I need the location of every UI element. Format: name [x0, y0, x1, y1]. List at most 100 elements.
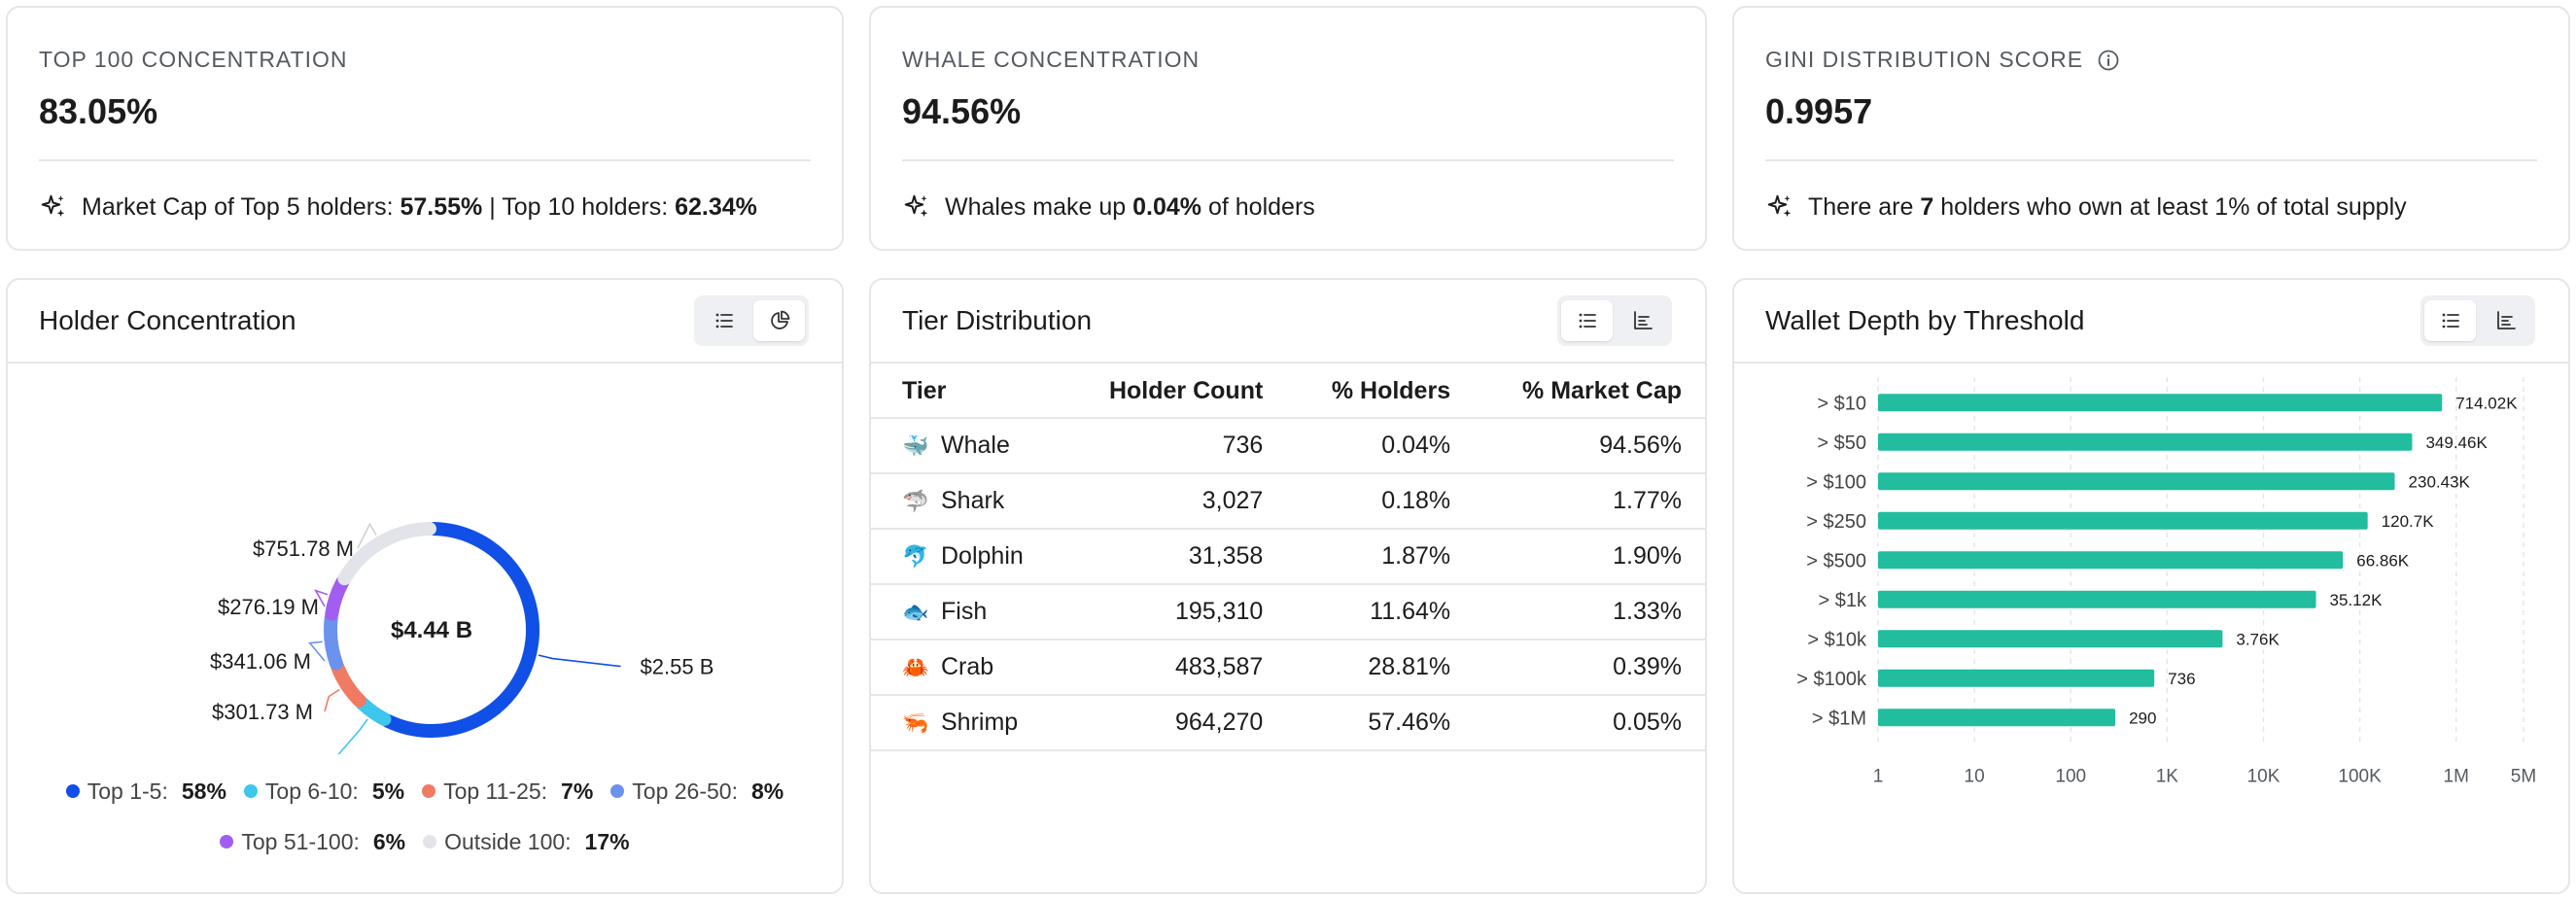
pct-holders-cell: 0.18% — [1286, 473, 1475, 530]
leader-line — [337, 718, 368, 754]
bar[interactable] — [1878, 590, 2316, 608]
y-category-label: > $50 — [1817, 433, 1866, 454]
y-category-label: > $100 — [1806, 471, 1866, 493]
legend-swatch — [422, 784, 436, 798]
legend-item[interactable]: Outside 100: 17% — [423, 816, 630, 867]
donut-slice[interactable] — [381, 522, 540, 738]
bar-value-label: 736 — [2168, 670, 2195, 688]
holder-count-cell: 3,027 — [1061, 473, 1287, 530]
panel-header: Tier Distribution — [871, 280, 1705, 363]
legend-item[interactable]: Top 51-100: 6% — [220, 816, 405, 867]
insight-text: Whales make up — [945, 192, 1133, 221]
table-row: 🐟 Fish 195,310 11.64% 1.33% — [871, 584, 1705, 640]
pct-holders-cell: 1.87% — [1286, 529, 1475, 585]
legend-swatch — [423, 835, 437, 848]
x-tick-label: 10K — [2247, 767, 2280, 787]
table-row: 🦐 Shrimp 964,270 57.46% 0.05% — [871, 695, 1705, 751]
bar[interactable] — [1878, 433, 2413, 451]
holder-count-cell: 195,310 — [1061, 584, 1287, 640]
pct-market-cap-cell: 1.90% — [1474, 529, 1705, 585]
insight-value: 0.04% — [1132, 192, 1202, 221]
leader-line — [538, 654, 621, 668]
x-tick-label: 1M — [2444, 767, 2469, 787]
legend-item[interactable]: Top 6-10: 5% — [243, 766, 404, 816]
list-icon — [1579, 313, 1596, 329]
tier-shark-icon: 🦈 — [902, 488, 929, 513]
legend-value: 6% — [372, 829, 406, 854]
tier-cell: 🐬 Dolphin — [871, 529, 1062, 585]
donut-slice[interactable] — [355, 696, 392, 726]
insight-text: There are — [1808, 192, 1921, 221]
tier-cell: 🦈 Shark — [871, 473, 1062, 530]
bar-chart-icon — [1633, 311, 1653, 329]
stat-card-top100: TOP 100 CONCENTRATION 83.05% Market Cap … — [6, 6, 844, 251]
donut-slice[interactable] — [324, 610, 343, 671]
list-icon — [2442, 313, 2459, 329]
legend-item[interactable]: Top 26-50: 8% — [610, 766, 783, 816]
legend-value: 8% — [751, 779, 784, 804]
bar[interactable] — [1878, 511, 2368, 530]
tier-name: Crab — [941, 653, 994, 680]
donut-slice[interactable] — [337, 522, 437, 586]
panel-title: Holder Concentration — [39, 305, 296, 335]
list-view-button[interactable] — [698, 300, 749, 341]
tier-cell: 🦀 Crab — [871, 640, 1062, 696]
insight-text: | Top 10 holders: — [482, 192, 676, 221]
tier-name: Shrimp — [941, 709, 1019, 736]
legend-item[interactable]: Top 11-25: 7% — [422, 766, 593, 816]
column-header-tier[interactable]: Tier — [871, 365, 1062, 419]
bar[interactable] — [1878, 472, 2395, 491]
x-tick-label: 5M — [2511, 767, 2536, 787]
holder-count-cell: 31,358 — [1061, 529, 1287, 585]
divider — [39, 159, 811, 161]
y-category-label: > $10 — [1817, 393, 1866, 414]
x-tick-label: 100K — [2338, 767, 2382, 787]
y-category-label: > $500 — [1806, 550, 1866, 571]
pct-market-cap-cell: 1.77% — [1474, 473, 1705, 530]
table-header-row: Tier Holder Count % Holders % Market Cap — [871, 365, 1705, 419]
y-category-label: > $250 — [1806, 511, 1866, 533]
bar[interactable] — [1878, 669, 2155, 687]
divider — [1765, 159, 2537, 161]
bar[interactable] — [1878, 630, 2223, 648]
tier-dolphin-icon: 🐬 — [902, 543, 929, 569]
legend-label: Top 26-50: — [632, 779, 738, 804]
chart-view-button[interactable] — [2480, 300, 2531, 341]
stat-insight: Market Cap of Top 5 holders: 57.55% | To… — [39, 192, 757, 222]
column-header-pct-market-cap[interactable]: % Market Cap — [1474, 365, 1705, 419]
tier-whale-icon: 🐳 — [902, 433, 929, 458]
chart-view-button[interactable] — [753, 300, 805, 341]
x-tick-label: 1 — [1873, 767, 1884, 787]
donut-slice[interactable] — [331, 660, 366, 708]
column-header-pct-holders[interactable]: % Holders — [1286, 365, 1475, 419]
info-icon[interactable] — [2097, 49, 2120, 72]
stat-label: GINI DISTRIBUTION SCORE — [1765, 47, 2120, 73]
legend-swatch — [65, 784, 80, 798]
list-view-button[interactable] — [2424, 300, 2476, 341]
tier-name: Shark — [941, 487, 1005, 514]
donut-slice[interactable] — [325, 574, 350, 621]
insight-value: 57.55% — [400, 192, 483, 221]
stat-card-gini: GINI DISTRIBUTION SCORE 0.9957 There are… — [1732, 6, 2570, 251]
insight-value: 62.34% — [675, 192, 757, 221]
legend-row: Top 1-5: 58% Top 6-10: 5% Top 11-25: 7% Top 26… — [8, 766, 842, 816]
insight-text: of holders — [1201, 192, 1315, 221]
y-category-label: > $1M — [1812, 708, 1866, 729]
legend-value: 58% — [181, 779, 226, 804]
view-toggle — [2420, 295, 2535, 346]
list-view-button[interactable] — [1561, 300, 1613, 341]
bar[interactable] — [1878, 709, 2116, 727]
legend-item[interactable]: Top 1-5: 58% — [65, 766, 226, 816]
tier-table: Tier Holder Count % Holders % Market Cap… — [871, 365, 1705, 751]
slice-value-label: $276.19 M — [218, 595, 319, 619]
chart-view-button[interactable] — [1617, 300, 1668, 341]
bar[interactable] — [1878, 394, 2443, 412]
column-header-holder-count[interactable]: Holder Count — [1061, 365, 1287, 419]
x-tick-label: 1K — [2156, 767, 2179, 787]
panel-header: Holder Concentration — [8, 280, 842, 363]
stat-insight: Whales make up 0.04% of holders — [902, 192, 1315, 222]
legend-label: Top 1-5: — [87, 779, 168, 804]
bar[interactable] — [1878, 551, 2344, 570]
legend-label: Top 6-10: — [264, 779, 359, 804]
slice-value-label: $751.78 M — [253, 537, 354, 561]
